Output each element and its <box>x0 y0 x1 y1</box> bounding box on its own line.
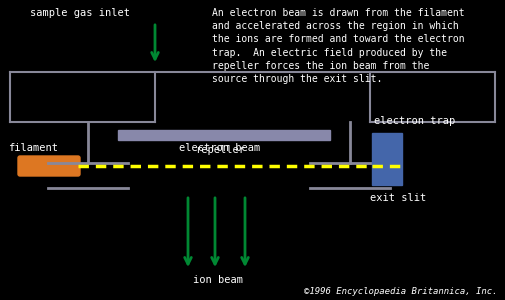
Text: electron trap: electron trap <box>374 116 455 126</box>
Text: sample gas inlet: sample gas inlet <box>30 8 130 18</box>
Text: electron beam: electron beam <box>179 143 261 153</box>
Text: repeller: repeller <box>195 145 245 155</box>
FancyBboxPatch shape <box>18 156 80 176</box>
Text: ©1996 Encyclopaedia Britannica, Inc.: ©1996 Encyclopaedia Britannica, Inc. <box>305 287 498 296</box>
Text: filament: filament <box>8 143 58 153</box>
Bar <box>372 133 402 185</box>
Text: exit slit: exit slit <box>370 193 426 203</box>
Text: An electron beam is drawn from the filament
and accelerated across the region in: An electron beam is drawn from the filam… <box>212 8 465 84</box>
Text: ion beam: ion beam <box>193 275 243 285</box>
Bar <box>118 130 330 140</box>
